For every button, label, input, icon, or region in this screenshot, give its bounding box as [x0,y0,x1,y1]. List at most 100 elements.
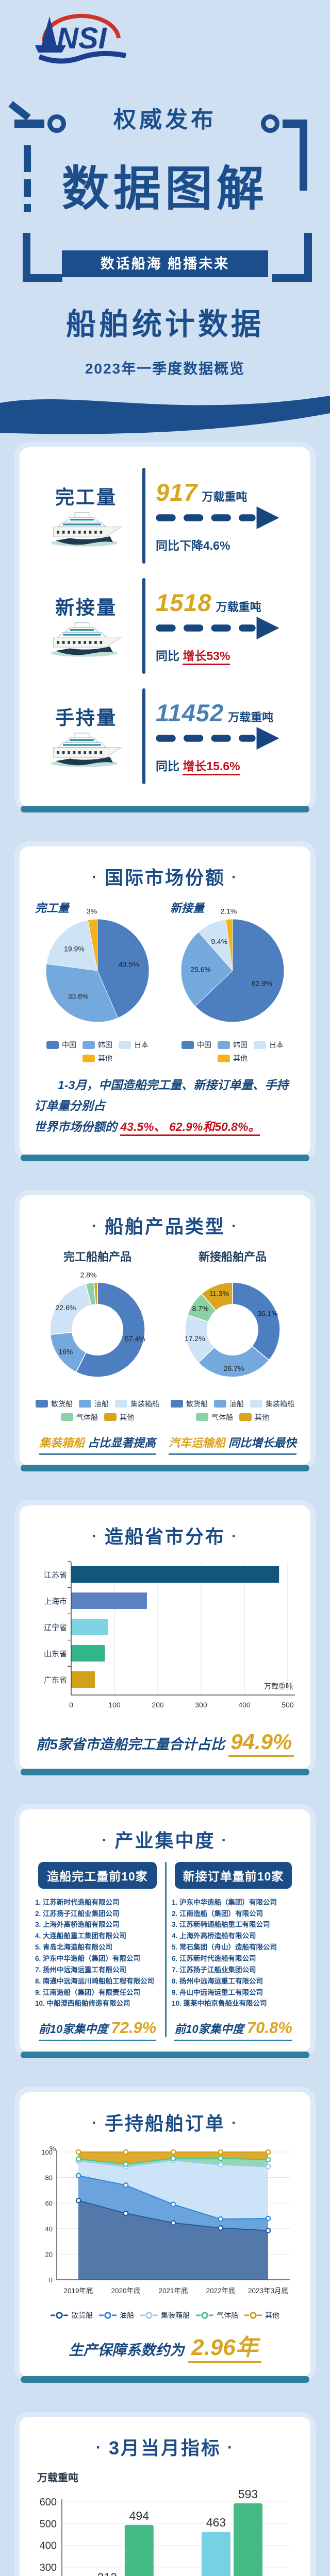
legend-label: 集装箱船 [130,1399,159,1408]
svg-text:100: 100 [108,1701,121,1709]
completed-products-donut-chart: 57.4% 16% 22.6% 2.8% [30,1265,165,1397]
svg-text:2019年底: 2019年底 [63,2287,93,2295]
stats-rows: 完工量 917 万载重吨 同比下降4.6% 新接量 1518 万载重吨 同比 增长53% 手持量… [30,461,300,791]
legend-item: 油船 [214,1399,244,1409]
legend-item: 集装箱船 [140,2310,190,2320]
legend-item: 集装箱船 [115,1399,159,1409]
legend-item: 油船 [79,1399,109,1409]
card-market-share: · 国际市场份额 · 完工量 43.5% 33.6% 19.9% 3% 中国 韩国 日本 其他 … [20,846,310,1156]
stat-number: 1518 [156,589,212,616]
stat-yoy: 同比 增长15.6% [156,756,300,775]
column-header: 造船完工量前10家 [38,1861,157,1889]
stat-yoy: 同比下降4.6% [156,539,230,552]
donut-legend: 散货船 油船 集装箱船 气体船 其他 [30,1399,165,1422]
svg-text:33.6%: 33.6% [68,992,89,1001]
legend-item: 气体船 [196,1412,233,1422]
product-caption-car-carrier: 汽车运输船 同比增长最快 [165,1434,300,1455]
svg-text:2023年3月底: 2023年3月底 [248,2287,288,2295]
pie-legend: 中国 韩国 日本 其他 [165,1040,300,1063]
legend-label: 油船 [94,1399,109,1408]
dashed-arrow-icon [156,727,300,752]
legend-label: 气体船 [211,1413,233,1421]
wave-divider [0,396,330,434]
legend-label: 中国 [197,1041,211,1049]
legend-item: 集装箱船 [250,1399,294,1409]
neworders-pie-chart: 62.9% 25.6% 9.4% 2.1% [165,906,300,1038]
svg-text:25.6%: 25.6% [190,965,211,973]
stat-unit: 万载重吨 [216,601,261,614]
card-product-types: · 船舶产品类型 · 完工船舶产品 57.4% 16% 22.6% 2.8% 散货船 油船集… [20,1195,310,1466]
company-list-item: 1. 江苏新时代造船有限公司 [35,1898,120,1906]
legend-label: 气体船 [217,2311,238,2320]
stat-value-block: 11452 万载重吨 同比 增长15.6% [145,699,300,775]
legend-chip [36,1400,48,1408]
legend-chip [218,1054,230,1062]
company-list-item: 1. 沪东中华造船（集团）有限公司 [172,1898,277,1906]
subtitle: 2023年一季度数据概览 [85,361,245,377]
svg-text:593: 593 [238,2487,258,2501]
legend-label: 中国 [62,1041,76,1049]
svg-text:2020年底: 2020年底 [111,2287,140,2295]
legend-label: 油船 [120,2311,134,2320]
orderbook-area-svg: 0 20 40 60 80 100% 2019年底 2020年底 2021年底 2022年底 202… [41,2144,290,2295]
frame-ring-left [47,114,66,133]
market-share-note: 1-3月，中国造船完工量、新接订单量、手持订单量分别占 世界市场份额的 43.5… [34,1075,296,1137]
tagline: 权威发布 [113,107,217,132]
svg-text:山东省: 山东省 [44,1650,67,1658]
svg-text:17.2%: 17.2% [185,1334,205,1343]
legend-label: 集装箱船 [161,2311,190,2320]
concentration-caption: 前10家集中度 70.8% [170,2019,297,2042]
legend-item: 其他 [239,1412,269,1422]
legend-label: 韩国 [233,1041,248,1049]
area-legend: 散货船 油船 集装箱船 气体船 其他 [30,2310,300,2320]
legend-label: 日本 [134,1041,148,1049]
svg-text:2022年底: 2022年底 [206,2287,235,2295]
svg-text:2.8%: 2.8% [80,1270,96,1279]
donut-legend: 散货船 油船 集装箱船 气体船 其他 [165,1399,300,1422]
section-title-orderbook: · 手持船舶订单 · [91,2113,238,2134]
company-list-item: 2. 江苏扬子江船业集团公司 [35,1909,120,1918]
card-divider [21,1768,309,1775]
donut-title: 新接船舶产品 [198,1250,267,1263]
completions_market_pie-svg: 43.5% 33.6% 19.9% 3% [45,907,150,1023]
legend-label: 散货船 [71,2311,93,2320]
legend-chip [46,1041,59,1049]
svg-text:494: 494 [129,2509,150,2522]
legend-item: 其他 [82,1053,112,1063]
svg-text:40: 40 [45,2225,53,2233]
svg-text:200: 200 [152,1701,164,1709]
svg-text:43.5%: 43.5% [119,960,139,968]
legend-item: 中国 [182,1040,211,1050]
legend-item: 韩国 [218,1040,248,1050]
svg-text:2021年底: 2021年底 [158,2287,188,2295]
stat-row: 完工量 917 万载重吨 同比下降4.6% [30,461,300,571]
y-axis-unit: 万载重吨 [37,2472,78,2484]
company-list-item: 7. 江苏扬子江船业集团公司 [172,1965,256,1974]
legend-chip [254,1041,266,1049]
main-title: 数据图解 [61,163,268,215]
card-province: · 造船省市分布 · 江苏省 上海市 辽宁省 山东省 广东省 0 100 200 300 400 500… [20,1505,310,1770]
stat-left: 新接量 [30,592,142,660]
new-products-donut-chart: 36.1% 26.7% 17.2% 8.7% 11.3% [165,1265,300,1397]
completions-pie-chart: 43.5% 33.6% 19.9% 3% [30,906,165,1038]
cruise-ship-icon [30,730,142,771]
stat-row: 手持量 11452 万载重吨 同比 增长15.6% [30,681,300,791]
logo-text: NSI [57,22,108,55]
company-list-item: 8. 南通中远海运川崎船舶工程有限公司 [35,1977,155,1985]
company-list-item: 4. 上海外高桥造船有限公司 [172,1932,256,1940]
page-title: 船舶统计数据 [65,308,264,341]
stat-unit: 万载重吨 [228,711,274,724]
company-list-item: 9. 江南造船（集团）有限责任公司 [35,1988,141,1996]
legend-item: 油船 [99,2310,134,2320]
legend-label: 其他 [98,1054,112,1062]
legend-label: 其他 [255,1413,269,1421]
legend-chip [104,1413,117,1421]
company-list-item: 10. 蓬莱中柏京鲁船业有限公司 [172,1999,267,2008]
svg-text:20: 20 [45,2251,53,2259]
svg-text:36.1%: 36.1% [257,1309,278,1317]
svg-text:上海市: 上海市 [44,1597,67,1606]
stat-value-block: 917 万载重吨 同比下降4.6% [145,478,300,553]
company-list-item: 8. 扬州中远海运重工有限公司 [172,1977,263,1985]
header: NSI 权威发布 数据图解 数话船海 船播未来 船舶统计数据 2023年一季度数… [0,0,330,447]
